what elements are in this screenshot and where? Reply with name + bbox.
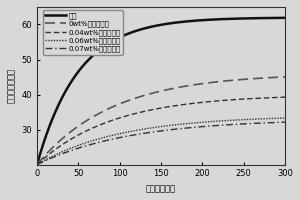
0.07wt%掺麆氧化钒 [35,163,39,166]
0.04wt%掺麆氧化钒 [149,109,153,111]
0.07wt%掺麆氧化钒 [283,121,287,123]
X-axis label: 时间（分钟）: 时间（分钟） [146,184,176,193]
0.04wt%掺麆氧化钒 [156,107,159,110]
0wt%掺麆氧化钒 [35,163,39,166]
Line: 0.07wt%掺麆氧化钒: 0.07wt%掺麆氧化钒 [37,122,285,165]
0.04wt%掺麆氧化钒 [276,96,280,99]
0.04wt%掺麆氧化钒 [48,153,51,155]
0wt%掺麆氧化钒 [149,92,153,95]
玻璃 [48,125,51,127]
0.07wt%掺麆氧化钒 [231,123,234,126]
0.06wt%掺麆氧化钒 [48,156,51,159]
Line: 0.04wt%掺麆氧化钒: 0.04wt%掺麆氧化钒 [37,97,285,165]
0wt%掺麆氧化钒 [48,149,51,152]
玻璃 [283,17,287,19]
0wt%掺麆氧化钒 [276,76,280,78]
玻璃 [276,17,280,19]
0.06wt%掺麆氧化钒 [276,117,280,119]
0.04wt%掺麆氧化钒 [35,163,39,166]
0.07wt%掺麆氧化钒 [48,158,51,160]
0wt%掺麆氧化钒 [156,91,159,93]
0.06wt%掺麆氧化钒 [231,119,234,121]
玻璃 [149,26,153,28]
玻璃 [276,17,280,19]
0.06wt%掺麆氧化钒 [283,117,287,119]
0.04wt%掺麆氧化钒 [283,96,287,98]
0.06wt%掺麆氧化钒 [149,127,153,129]
玻璃 [231,18,234,20]
0.04wt%掺麆氧化钒 [276,96,280,99]
玻璃 [156,24,159,27]
Y-axis label: 温度（摄氏度）: 温度（摄氏度） [7,68,16,103]
0.06wt%掺麆氧化钒 [276,117,280,119]
Line: 玻璃: 玻璃 [37,18,285,165]
0wt%掺麆氧化钒 [231,79,234,82]
0.07wt%掺麆氧化钒 [276,121,280,124]
0.07wt%掺麆氧化钒 [156,130,159,133]
0wt%掺麆氧化钒 [276,76,280,78]
0.06wt%掺麆氧化钒 [156,126,159,128]
Legend: 玻璃, 0wt%掺麆氧化钒, 0.04wt%掺麆氧化钒, 0.06wt%掺麆氧化钒, 0.07wt%掺麆氧化钒: 玻璃, 0wt%掺麆氧化钒, 0.04wt%掺麆氧化钒, 0.06wt%掺麆氧化… [43,10,123,55]
0wt%掺麆氧化钒 [283,76,287,78]
0.07wt%掺麆氧化钒 [149,131,153,133]
0.07wt%掺麆氧化钒 [276,121,280,124]
Line: 0wt%掺麆氧化钒: 0wt%掺麆氧化钒 [37,77,285,165]
Line: 0.06wt%掺麆氧化钒: 0.06wt%掺麆氧化钒 [37,118,285,165]
0.04wt%掺麆氧化钒 [231,99,234,101]
玻璃 [35,163,39,166]
0.06wt%掺麆氧化钒 [35,163,39,166]
